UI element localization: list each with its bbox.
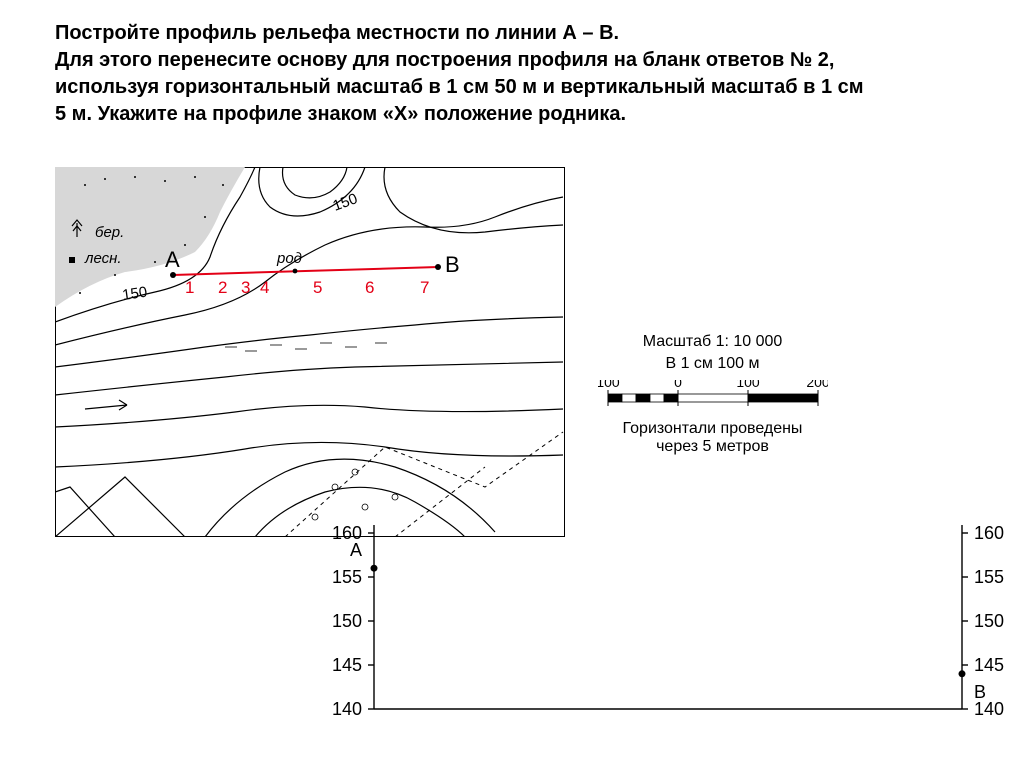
- ab-number: 3: [241, 278, 250, 297]
- contours-note-1: Горизонтали проведены: [585, 420, 840, 438]
- ab-number: 4: [260, 278, 269, 297]
- ab-crossing-numbers: 1 234 5 6 7: [185, 278, 429, 297]
- profile-base: 160160155155150150145145140140АВ: [310, 513, 1022, 765]
- profile-ylabel-left: 150: [332, 611, 362, 631]
- point-b-label: В: [445, 252, 460, 277]
- line-ab: [170, 264, 441, 278]
- profile-ylabel-right: 155: [974, 567, 1004, 587]
- scale-tick-label: 0: [674, 380, 682, 390]
- profile-ylabel-left: 145: [332, 655, 362, 675]
- marsh-symbols: [225, 343, 387, 351]
- forest-label-ber: бер.: [95, 224, 124, 241]
- task-line-3: используя горизонтальный масштаб в 1 см …: [55, 76, 864, 98]
- topographic-map: А В род 1 234 5 6 7 150 150 бер. лесн.: [55, 167, 565, 537]
- ab-number: 1: [185, 278, 194, 297]
- ab-number: 6: [365, 278, 374, 297]
- task-line-2: Для этого перенесите основу для построен…: [55, 49, 834, 71]
- point-a-label: А: [165, 247, 180, 272]
- profile-ylabel-left: 155: [332, 567, 362, 587]
- scale-bar: 100 0 100 200: [598, 380, 828, 414]
- scale-tick-label: 200: [806, 380, 828, 390]
- profile-label-a: А: [350, 540, 362, 560]
- scale-subtitle: В 1 см 100 м: [585, 353, 840, 375]
- profile-ylabel-right: 145: [974, 655, 1004, 675]
- ab-number: 2: [218, 278, 227, 297]
- scale-tick-label: 100: [598, 380, 620, 390]
- contour-label: 150: [331, 190, 360, 215]
- scale-tick-label: 100: [736, 380, 760, 390]
- river-flow-arrow: [85, 400, 127, 410]
- profile-ylabel-right: 150: [974, 611, 1004, 631]
- task-line-4: 5 м. Укажите на профиле знаком «Х» полож…: [55, 103, 626, 125]
- roads: [55, 477, 185, 537]
- forest-label-lesn: лесн.: [84, 250, 122, 267]
- profile-point-a: [371, 565, 378, 572]
- profile-ylabel-right: 160: [974, 523, 1004, 543]
- profile-point-b: [959, 670, 966, 677]
- profile-label-b: В: [974, 682, 986, 702]
- task-instructions: Постройте профиль рельефа местности по л…: [55, 20, 965, 128]
- contours-note-2: через 5 метров: [585, 438, 840, 456]
- house-symbol: [69, 257, 75, 263]
- ab-number: 5: [313, 278, 322, 297]
- task-line-1: Постройте профиль рельефа местности по л…: [55, 22, 619, 44]
- forest-area: [55, 167, 245, 307]
- scale-info: Масштаб 1: 10 000 В 1 см 100 м 100 0 100 20…: [585, 331, 840, 456]
- profile-ylabel-right: 140: [974, 699, 1004, 719]
- ab-number: 7: [420, 278, 429, 297]
- scale-title: Масштаб 1: 10 000: [585, 331, 840, 353]
- profile-ylabel-left: 140: [332, 699, 362, 719]
- rod-label: род: [276, 250, 302, 267]
- contour-label: 150: [121, 284, 148, 304]
